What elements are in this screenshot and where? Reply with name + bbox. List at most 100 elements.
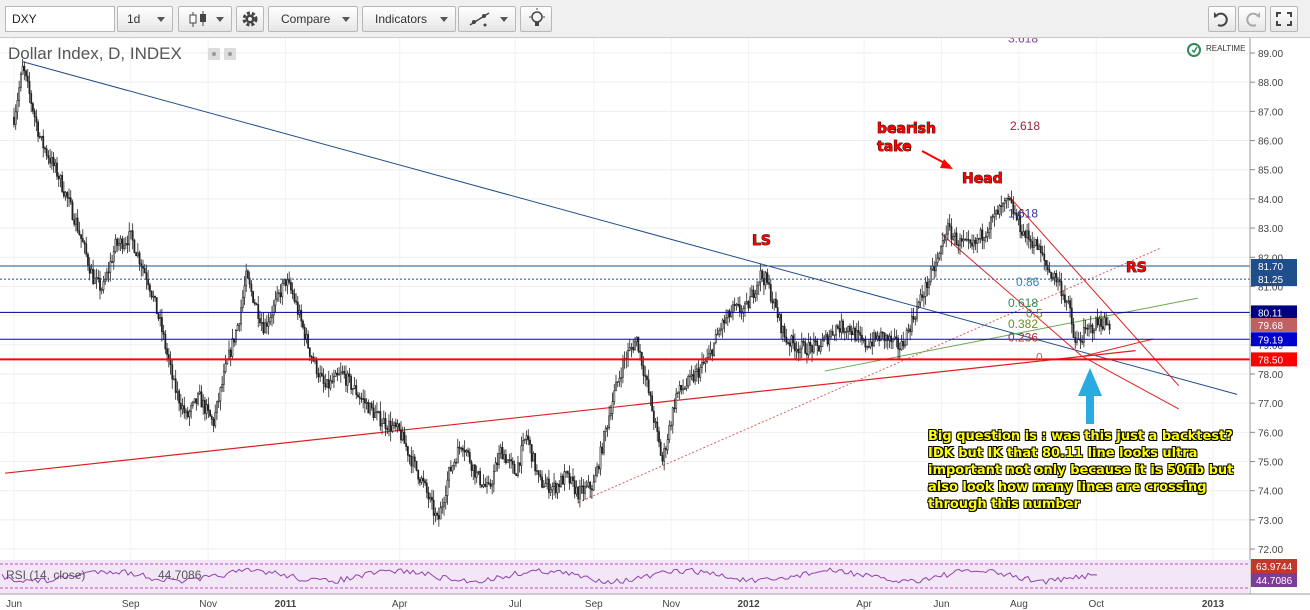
candle-up — [93, 278, 96, 284]
candle-down — [403, 431, 406, 444]
candle-down — [530, 444, 533, 462]
candle-up — [351, 388, 354, 390]
candle-up — [979, 229, 982, 239]
candle-up — [904, 344, 906, 347]
x-tick-label: 2011 — [275, 599, 297, 610]
candle-down — [425, 482, 428, 493]
candle-up — [634, 341, 636, 351]
candle-down — [1048, 269, 1051, 273]
candle-down — [56, 162, 58, 177]
candle-down — [295, 300, 297, 303]
candle-up — [191, 401, 194, 406]
indicators-button[interactable]: Indicators — [362, 6, 456, 32]
candle-down — [389, 420, 392, 432]
fib-label: 0.382 — [1008, 317, 1038, 331]
candle-up — [1093, 329, 1096, 334]
candle-up — [620, 376, 623, 379]
candle-up — [181, 405, 184, 410]
candle-up — [214, 412, 217, 427]
drawing-tools-icon — [469, 12, 490, 27]
candle-down — [415, 460, 418, 471]
candle-up — [202, 399, 205, 408]
fullscreen-button[interactable] — [1270, 6, 1298, 32]
candle-down — [1050, 272, 1053, 279]
fib-label: 0.236 — [1008, 331, 1038, 345]
candle-up — [520, 445, 523, 466]
candle-down — [97, 277, 100, 279]
symbol-input[interactable] — [5, 6, 115, 32]
candle-down — [804, 341, 807, 354]
x-tick-label: Sep — [122, 599, 140, 610]
candle-down — [386, 428, 389, 431]
undo-button[interactable] — [1208, 6, 1236, 32]
candle-up — [735, 303, 738, 306]
candle-up — [972, 239, 975, 247]
candle-up — [448, 466, 451, 481]
candle-up — [713, 342, 715, 356]
candle-down — [422, 477, 425, 482]
candle-down — [209, 410, 211, 417]
candle-down — [816, 340, 819, 346]
ideas-button[interactable] — [520, 6, 552, 32]
drawing-tools-button[interactable] — [458, 6, 516, 32]
candle-down — [1039, 245, 1042, 254]
candle-up — [941, 240, 944, 247]
level-label: 81.70 — [1258, 262, 1283, 273]
candle-down — [1100, 318, 1102, 327]
candle-up — [835, 325, 838, 336]
y-tick-label: 75.00 — [1258, 458, 1283, 469]
candle-down — [92, 268, 95, 284]
interval-select[interactable]: 1d — [117, 6, 173, 32]
candle-up — [773, 298, 776, 304]
candle-up — [1107, 323, 1109, 326]
candle-down — [775, 298, 777, 308]
candle-up — [1098, 318, 1101, 326]
redo-button[interactable] — [1238, 6, 1266, 32]
candle-down — [372, 407, 375, 418]
candle-up — [900, 341, 903, 351]
candle-down — [902, 341, 905, 347]
candle-down — [496, 462, 499, 465]
candle-down — [157, 313, 160, 319]
candle-down — [87, 254, 89, 266]
level-label-box — [1251, 332, 1297, 347]
candle-up — [847, 326, 850, 332]
candle-down — [121, 238, 124, 249]
candle-down — [183, 405, 186, 414]
candle-up — [707, 353, 710, 359]
candle-down — [265, 322, 268, 327]
candle-up — [482, 483, 485, 487]
compare-button[interactable]: Compare — [268, 6, 358, 32]
candle-down — [410, 455, 413, 467]
candle-up — [245, 270, 248, 287]
candle-down — [867, 346, 870, 348]
candle-up — [565, 471, 568, 473]
settings-button[interactable] — [236, 6, 264, 32]
candle-up — [843, 331, 846, 333]
blue-arrow-icon — [1078, 368, 1102, 424]
candle-up — [40, 135, 43, 138]
candle-up — [1089, 324, 1092, 327]
candle-up — [276, 292, 279, 300]
candle-up — [671, 407, 674, 426]
candle-up — [744, 302, 746, 309]
candle-up — [1057, 279, 1059, 283]
candle-up — [391, 425, 394, 432]
candle-down — [52, 157, 55, 167]
candle-down — [458, 446, 461, 449]
candle-up — [742, 308, 745, 314]
candle-up — [869, 341, 872, 348]
candle-up — [525, 435, 528, 440]
candle-down — [327, 379, 330, 389]
candle-down — [692, 374, 695, 382]
candle-down — [768, 282, 770, 285]
candle-up — [594, 475, 597, 483]
chart-style-button[interactable] — [178, 6, 232, 32]
candle-down — [728, 310, 731, 318]
candle-down — [589, 482, 592, 490]
candle-up — [976, 238, 979, 244]
candle-down — [737, 303, 740, 306]
candle-up — [824, 334, 827, 338]
candle-up — [224, 363, 227, 373]
